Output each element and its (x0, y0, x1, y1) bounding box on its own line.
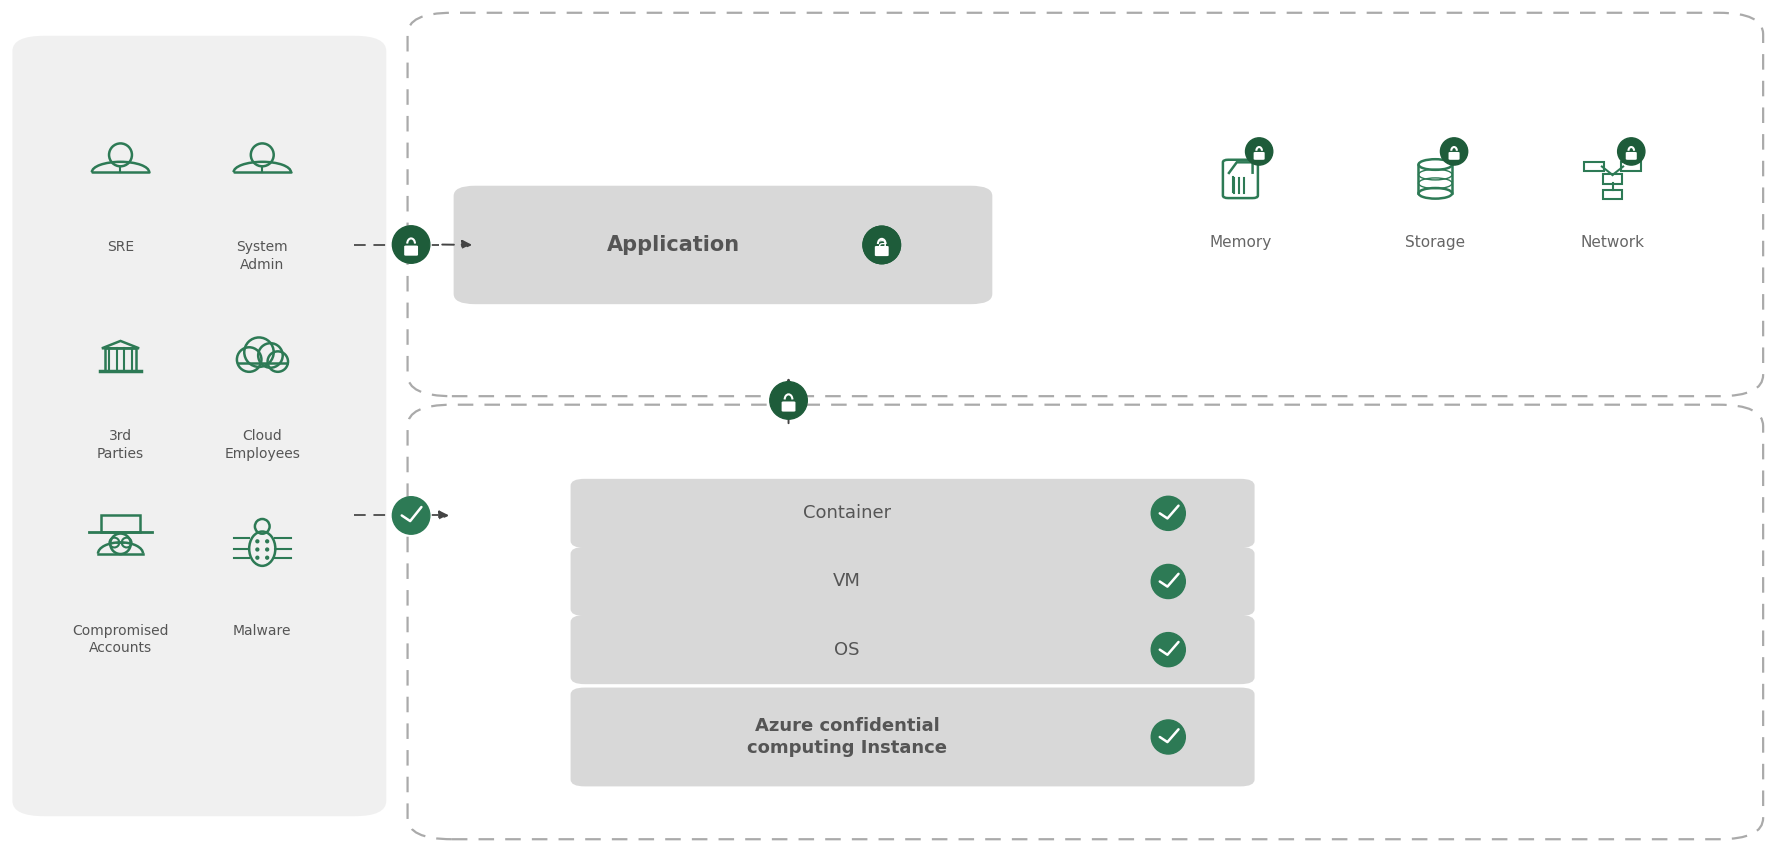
FancyBboxPatch shape (454, 186, 992, 304)
Text: Application: Application (606, 235, 741, 255)
Ellipse shape (392, 226, 431, 263)
Ellipse shape (266, 548, 269, 551)
Ellipse shape (863, 226, 900, 263)
Text: Malware: Malware (232, 624, 292, 637)
FancyBboxPatch shape (781, 401, 796, 412)
Text: SRE: SRE (106, 240, 135, 254)
Ellipse shape (1152, 496, 1185, 530)
Ellipse shape (1152, 564, 1185, 598)
Ellipse shape (1618, 138, 1644, 165)
Ellipse shape (255, 540, 259, 543)
Ellipse shape (863, 226, 900, 263)
Ellipse shape (1152, 720, 1185, 754)
Ellipse shape (1246, 138, 1272, 165)
FancyBboxPatch shape (1448, 152, 1460, 160)
Ellipse shape (266, 540, 269, 543)
FancyBboxPatch shape (1253, 152, 1265, 160)
Ellipse shape (266, 556, 269, 559)
FancyBboxPatch shape (12, 36, 386, 816)
FancyBboxPatch shape (404, 245, 418, 256)
FancyBboxPatch shape (875, 246, 890, 256)
Bar (101, 515, 140, 532)
Text: System
Admin: System Admin (236, 240, 289, 272)
Text: Memory: Memory (1209, 235, 1272, 250)
Text: VM: VM (833, 573, 861, 590)
Text: Network: Network (1581, 235, 1644, 250)
Ellipse shape (392, 497, 431, 534)
Text: Compromised
Accounts: Compromised Accounts (73, 624, 168, 655)
Ellipse shape (255, 548, 259, 551)
Text: Azure confidential
computing Instance: Azure confidential computing Instance (748, 717, 946, 757)
Text: Cloud
Employees: Cloud Employees (225, 429, 299, 461)
Text: OS: OS (835, 641, 859, 659)
FancyBboxPatch shape (571, 688, 1255, 786)
Ellipse shape (255, 556, 259, 559)
FancyBboxPatch shape (1625, 152, 1637, 160)
FancyBboxPatch shape (571, 547, 1255, 616)
Text: Container: Container (803, 504, 891, 522)
Text: Storage: Storage (1405, 235, 1465, 250)
Ellipse shape (1152, 632, 1185, 666)
Text: 3rd
Parties: 3rd Parties (97, 429, 144, 461)
FancyBboxPatch shape (571, 479, 1255, 548)
Ellipse shape (769, 382, 808, 419)
Text: a: a (877, 238, 886, 252)
Bar (105, 348, 136, 371)
FancyBboxPatch shape (571, 615, 1255, 684)
Ellipse shape (1441, 138, 1467, 165)
